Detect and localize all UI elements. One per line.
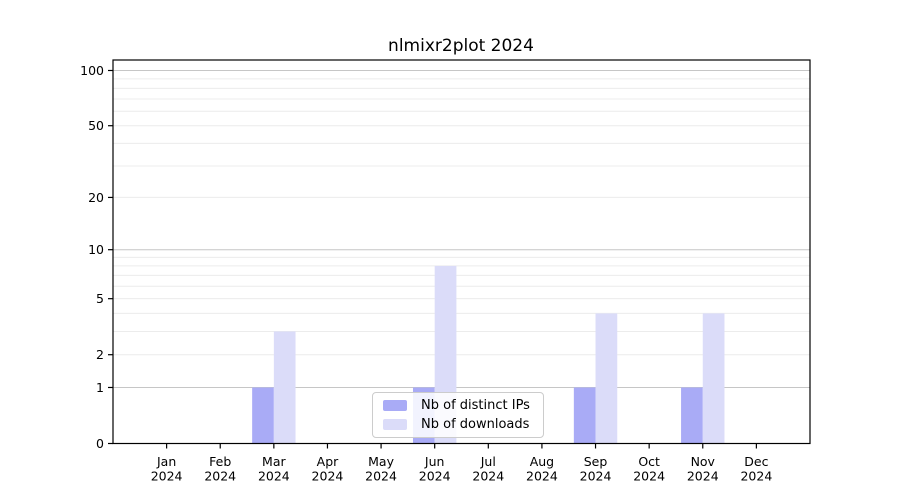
bar-distinct-ips <box>681 387 703 444</box>
x-tick-label: Jun 2024 <box>419 454 451 484</box>
bar-distinct-ips <box>252 387 274 444</box>
legend-label-ips: Nb of distinct IPs <box>421 398 530 413</box>
axes-layer: 0 1 2 5 10 20 50 100 Jan 2024 Feb 2024 Mar 2024 Apr 202… <box>80 59 811 484</box>
chart-title: nlmixr2plot 2024 <box>388 36 534 56</box>
legend: Nb of distinct IPs Nb of downloads <box>372 392 544 438</box>
y-tick-label: 5 <box>96 291 104 306</box>
legend-label-downloads: Nb of downloads <box>421 417 530 432</box>
x-tick-label: Sep 2024 <box>580 454 612 484</box>
y-tick-label: 2 <box>96 347 104 362</box>
x-tick-label: Apr 2024 <box>312 454 344 484</box>
plot-frame <box>112 59 811 445</box>
legend-swatch-ips <box>383 400 407 411</box>
bar-distinct-ips <box>573 387 596 444</box>
x-tick-label: Nov 2024 <box>687 454 719 484</box>
x-tick-label: Jul 2024 <box>472 454 504 484</box>
bar-downloads <box>273 331 296 444</box>
y-tick-label: 20 <box>88 190 104 205</box>
x-tick-label: Aug 2024 <box>526 454 558 484</box>
legend-item-distinct-ips: Nb of distinct IPs <box>383 398 533 413</box>
legend-swatch-downloads <box>383 419 407 430</box>
x-tick-label: Mar 2024 <box>258 454 290 484</box>
y-tick-label: 50 <box>88 118 104 133</box>
y-tick-label: 1 <box>96 380 104 395</box>
y-tick-label: 0 <box>96 436 104 451</box>
bar-downloads <box>702 313 725 444</box>
x-tick-label: Feb 2024 <box>204 454 236 484</box>
bar-downloads <box>595 313 618 444</box>
y-tick-label: 100 <box>80 63 104 78</box>
x-tick-label: Dec 2024 <box>740 454 772 484</box>
x-tick-label: Jan 2024 <box>151 454 183 484</box>
grid-layer <box>113 69 810 388</box>
x-tick-label: May 2024 <box>365 454 397 484</box>
x-tick-label: Oct 2024 <box>633 454 665 484</box>
legend-item-downloads: Nb of downloads <box>383 417 533 432</box>
y-tick-label: 10 <box>88 242 104 257</box>
